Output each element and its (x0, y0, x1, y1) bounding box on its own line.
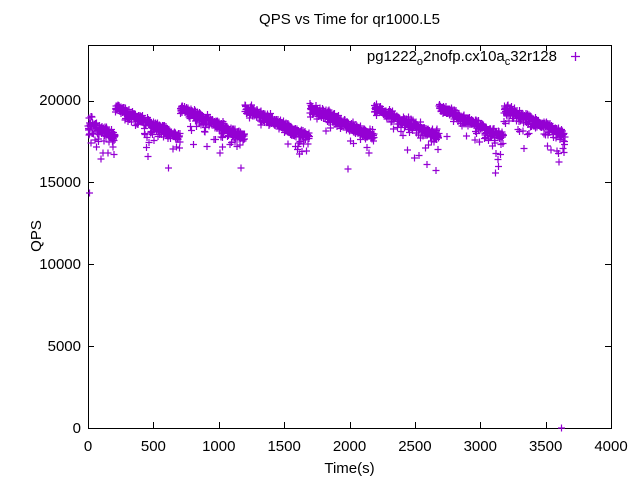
y-tick-label: 15000 (39, 173, 81, 191)
legend-label-subscript: o (416, 56, 424, 68)
x-tick-label: 1000 (202, 438, 236, 455)
legend-label-text: 32r128 (510, 48, 557, 65)
y-tick-label: 0 (72, 419, 81, 437)
y-tick-label: 5000 (47, 337, 81, 355)
x-tick-label: 2000 (332, 438, 367, 455)
data-points (84, 100, 569, 432)
x-tick-label: 3000 (463, 438, 497, 455)
plus-marker-glyph (571, 52, 580, 61)
x-tick-label: 2500 (398, 438, 432, 455)
legend-series-label: pg1222o2nofp.cx10ac32r128 (366, 48, 557, 68)
x-tick-label: 4000 (594, 438, 628, 455)
axis-ticks (88, 45, 612, 429)
x-tick-label: 3500 (528, 438, 563, 455)
y-tick-label: 10000 (39, 255, 81, 273)
plot-border (88, 45, 612, 429)
legend-marker-plus-icon (571, 52, 580, 61)
legend-label-text: pg1222 (366, 48, 417, 65)
legend-label-subscript: c (504, 56, 511, 68)
legend-label-text: 2nofp.cx10a (423, 48, 505, 65)
x-tick-label: 1500 (267, 438, 301, 455)
x-tick-label: 500 (140, 438, 166, 455)
chart-title: QPS vs Time for qr1000.L5 (259, 11, 440, 28)
y-axis-label: QPS (28, 220, 45, 252)
x-tick-label: 0 (83, 438, 93, 455)
y-tick-label: 20000 (39, 92, 81, 109)
x-axis-label: Time(s) (324, 460, 375, 477)
legend: pg1222o2nofp.cx10ac32r128 (366, 48, 581, 68)
